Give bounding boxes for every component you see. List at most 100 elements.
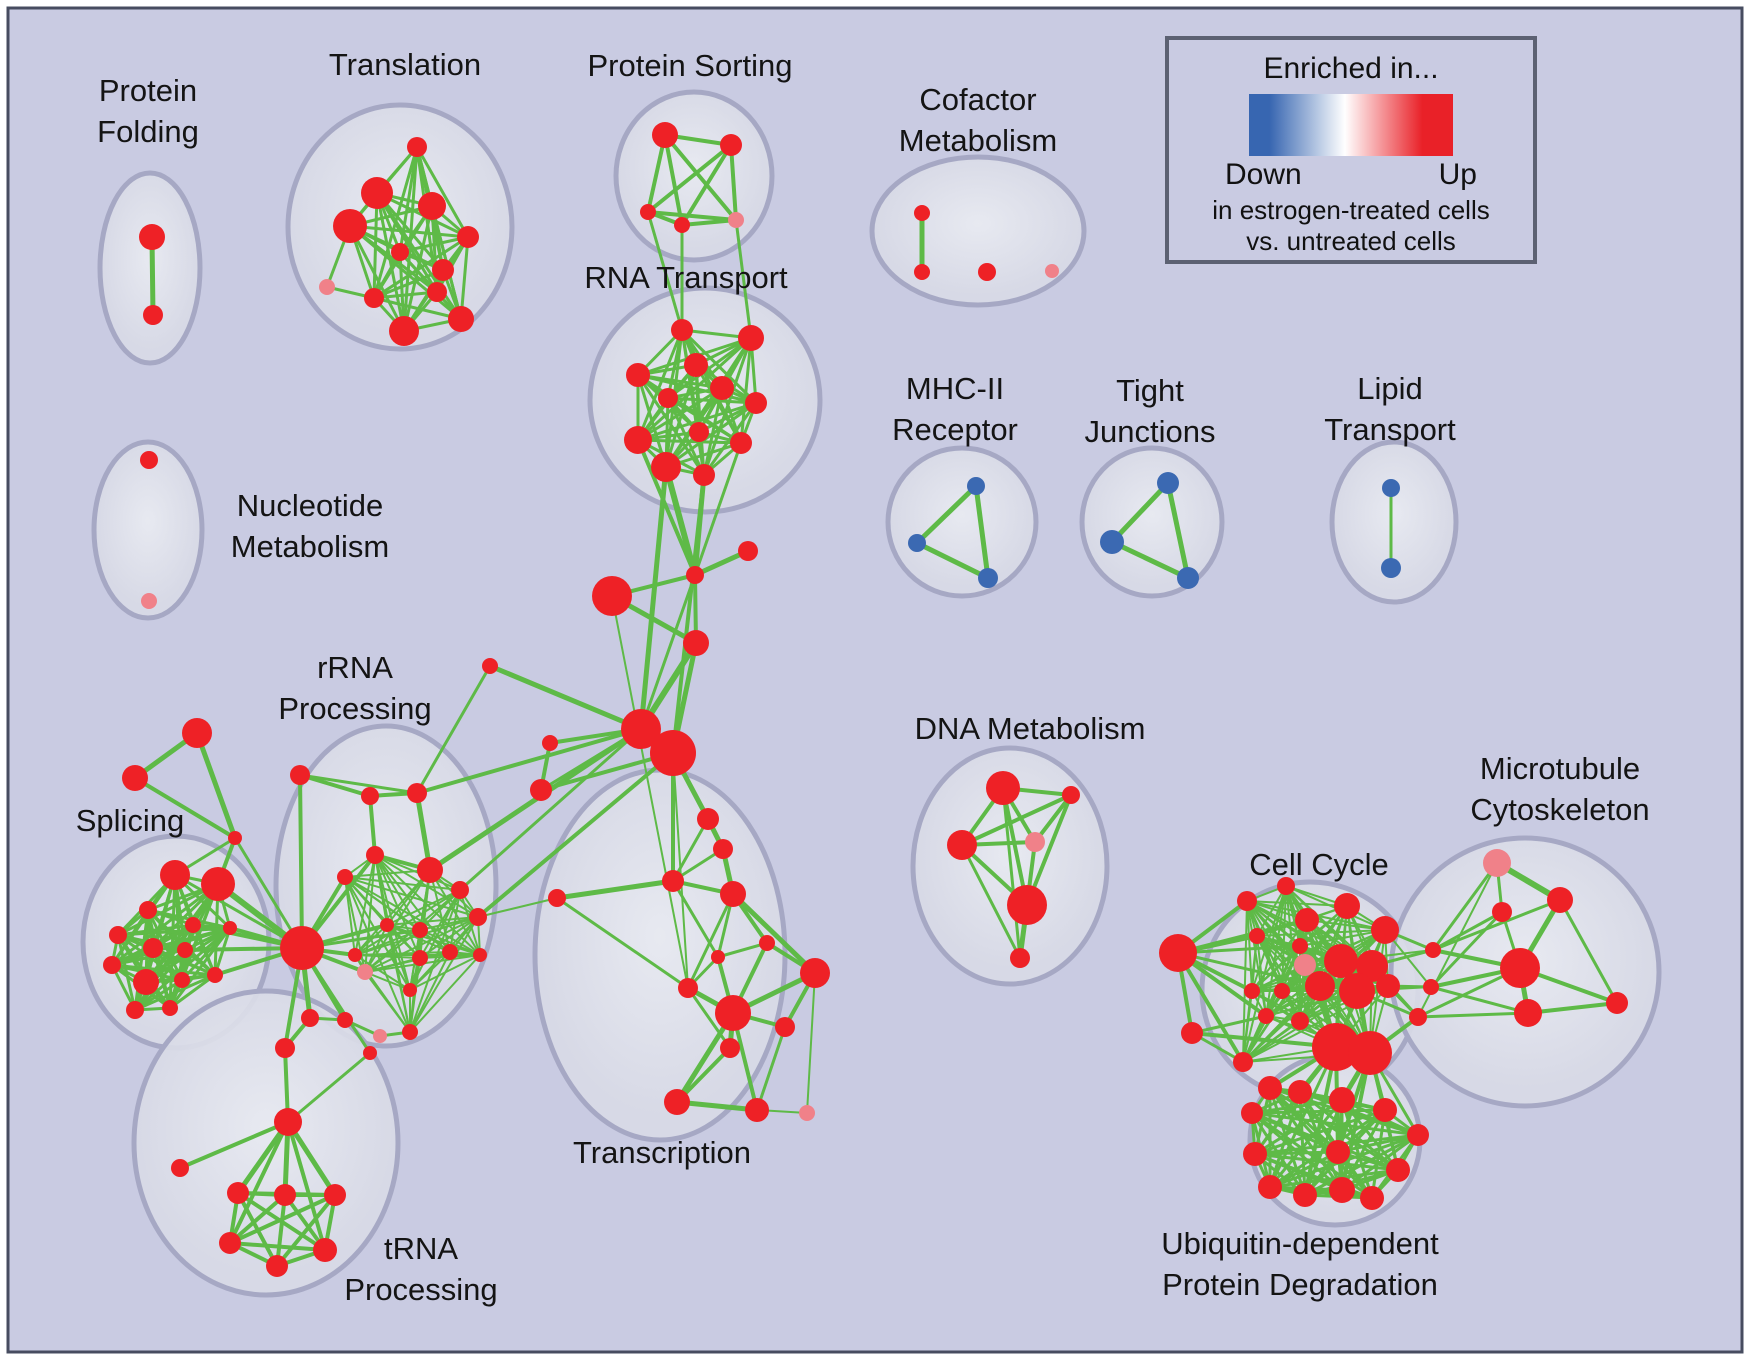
network-edge	[755, 1025, 787, 1112]
network-node	[1159, 934, 1197, 972]
cluster-label-cell-cycle: Cell Cycle	[1249, 847, 1389, 882]
network-edge	[386, 916, 479, 926]
cluster-label-dna-metabolism: DNA Metabolism	[915, 711, 1146, 746]
network-node	[686, 566, 704, 584]
network-edge	[1416, 1011, 1530, 1019]
network-node	[1157, 472, 1179, 494]
network-node	[624, 426, 652, 454]
network-node	[469, 908, 487, 926]
network-edge	[298, 773, 372, 798]
network-edge	[674, 1099, 760, 1113]
network-edge	[386, 924, 411, 1033]
network-node	[664, 1089, 690, 1115]
network-edge	[1253, 1152, 1400, 1172]
network-edge	[1256, 929, 1386, 937]
network-edge	[459, 235, 470, 321]
network-edge	[636, 373, 758, 405]
network-edge	[672, 752, 689, 989]
network-node	[391, 243, 409, 261]
network-edge	[110, 963, 217, 977]
network-node	[621, 709, 661, 749]
network-node	[626, 363, 650, 387]
network-edge	[639, 573, 697, 731]
network-edge	[1250, 1111, 1420, 1137]
network-node	[1258, 1175, 1282, 1199]
network-edge	[1299, 929, 1386, 947]
network-node	[361, 787, 379, 805]
network-edge	[458, 727, 643, 892]
cluster-ellipse-cofactor-metabolism	[869, 154, 1087, 308]
network-edge	[364, 971, 411, 1033]
cluster-label-microtubule-cytoskeleton: Cytoskeleton	[1470, 792, 1649, 827]
network-edge	[372, 296, 463, 321]
network-node	[402, 1024, 418, 1040]
network-edge	[1256, 885, 1287, 937]
network-node	[1409, 1008, 1427, 1026]
network-edge	[414, 790, 433, 873]
network-edge	[646, 143, 733, 214]
network-node	[366, 846, 384, 864]
legend-down-label: Down	[1225, 158, 1302, 191]
network-node	[143, 305, 163, 325]
network-edge	[1340, 1051, 1372, 1192]
network-node	[651, 452, 681, 482]
network-node	[451, 881, 469, 899]
network-edge	[372, 235, 470, 300]
network-node	[1010, 948, 1030, 968]
network-edge	[409, 954, 481, 991]
network-node	[1025, 832, 1045, 852]
legend-gradient-bar	[1249, 94, 1453, 156]
legend-up-label: Up	[1438, 158, 1477, 191]
network-node	[1258, 1076, 1282, 1100]
cluster-label-nucleotide-metabolism: Metabolism	[231, 529, 390, 564]
network-edge	[133, 973, 217, 1012]
network-edge	[734, 218, 753, 340]
network-edge	[449, 889, 461, 953]
network-edge	[116, 882, 220, 937]
network-edge	[636, 401, 758, 442]
network-node	[1249, 928, 1265, 944]
network-edge	[1431, 910, 1504, 952]
network-edge	[415, 664, 492, 795]
network-node	[1244, 983, 1260, 999]
network-edge	[671, 473, 706, 755]
network-node	[348, 948, 362, 962]
network-edge	[354, 954, 411, 991]
network-node	[364, 288, 384, 308]
network-node	[1177, 567, 1199, 589]
network-node	[266, 1255, 288, 1277]
network-edge	[1429, 985, 1530, 1015]
network-edge	[666, 396, 758, 405]
network-edge	[611, 595, 689, 989]
network-node	[715, 995, 751, 1031]
network-node	[1514, 999, 1542, 1027]
network-edge	[298, 773, 304, 950]
legend-caption-line1: in estrogen-treated cells	[1212, 195, 1490, 225]
network-node	[140, 451, 158, 469]
network-edge	[372, 290, 439, 300]
network-edge	[173, 873, 304, 950]
network-node	[139, 901, 157, 919]
network-node	[738, 325, 764, 351]
network-node	[1492, 902, 1512, 922]
cluster-label-translation: Translation	[329, 47, 481, 82]
network-edge	[228, 1193, 287, 1245]
network-edge	[636, 328, 684, 442]
network-node	[1312, 1023, 1360, 1071]
network-edge	[1268, 1150, 1340, 1189]
network-node	[1045, 264, 1059, 278]
network-edge	[973, 483, 991, 581]
network-node	[1425, 942, 1441, 958]
network-node	[697, 808, 719, 830]
cluster-label-mhc-ii-receptor: MHC-II	[906, 371, 1004, 406]
network-node	[280, 926, 324, 970]
network-node	[1243, 1142, 1267, 1166]
network-node	[432, 259, 454, 281]
network-edge	[429, 869, 481, 956]
network-edge	[386, 924, 481, 956]
network-edge	[1242, 985, 1321, 1063]
network-node	[457, 226, 479, 248]
network-edge	[368, 794, 377, 857]
legend-scale-labels: Down Up	[1225, 158, 1477, 192]
cluster-label-tight-junctions: Junctions	[1085, 414, 1216, 449]
